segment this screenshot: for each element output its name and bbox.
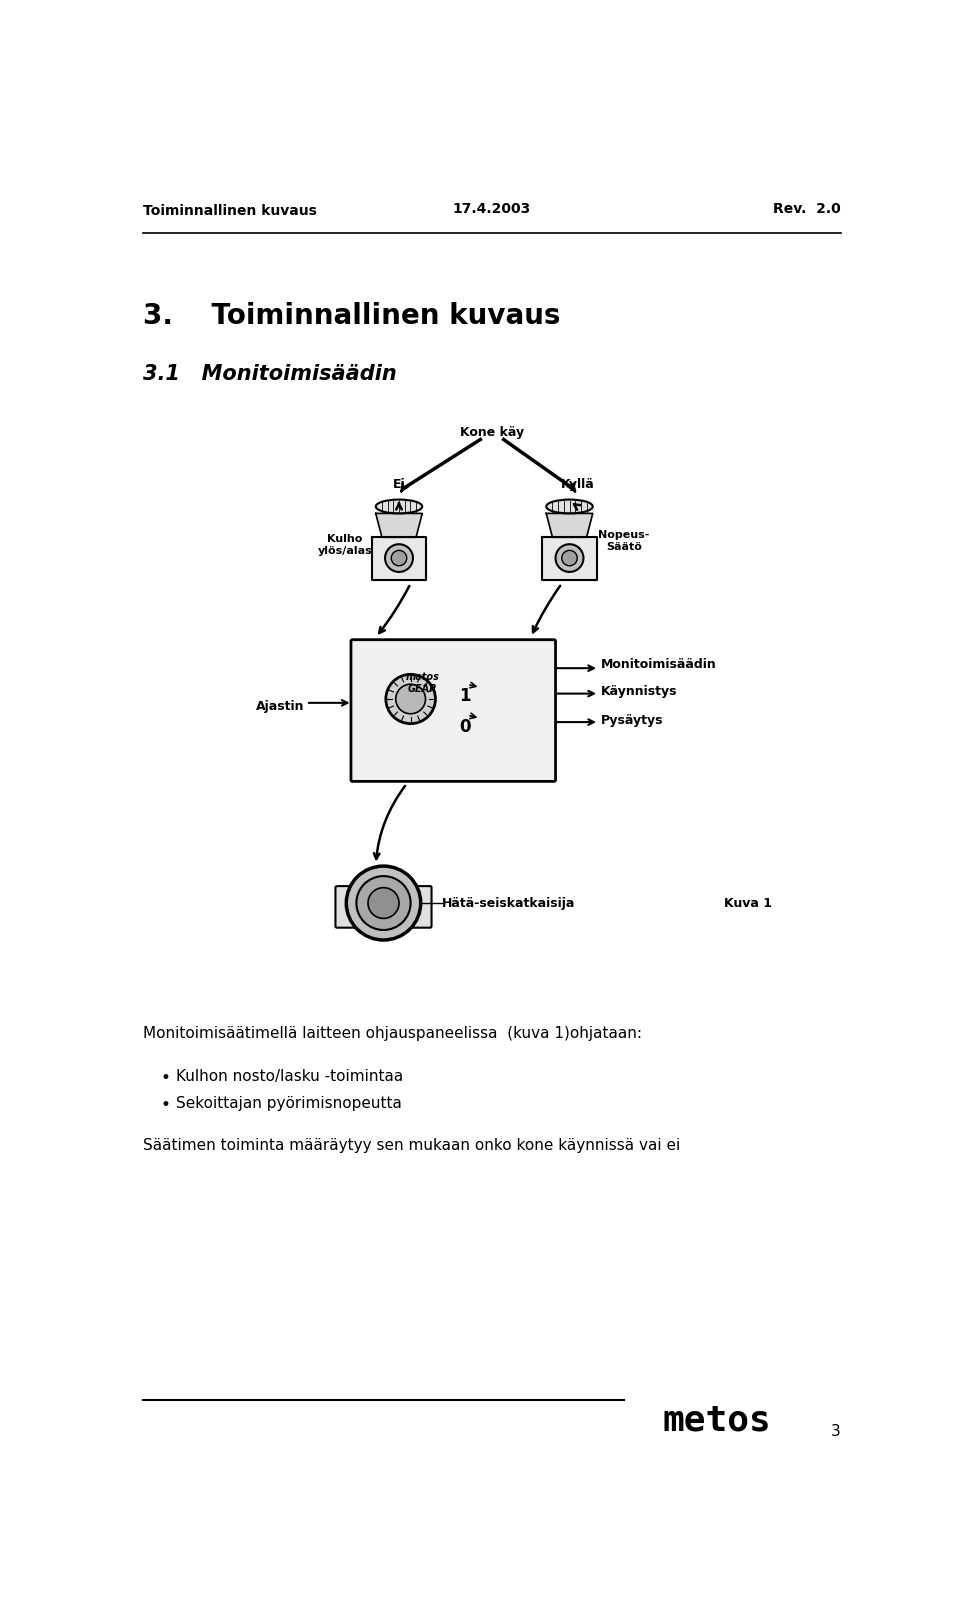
Text: 3.1   Monitoimisäädin: 3.1 Monitoimisäädin — [143, 363, 397, 384]
Text: Kulho
ylös/alas: Kulho ylös/alas — [318, 534, 372, 556]
Text: Käynnistys: Käynnistys — [601, 684, 677, 697]
Ellipse shape — [546, 500, 592, 514]
FancyBboxPatch shape — [351, 639, 556, 782]
FancyBboxPatch shape — [335, 886, 432, 928]
Text: Monitoimisäädin: Monitoimisäädin — [601, 659, 716, 672]
Text: Pysäytys: Pysäytys — [601, 714, 663, 727]
Text: metos
GEAR: metos GEAR — [405, 672, 439, 694]
Text: 17.4.2003: 17.4.2003 — [453, 203, 531, 216]
Text: Monitoimisäätimellä laitteen ohjauspaneelissa  (kuva 1)ohjataan:: Monitoimisäätimellä laitteen ohjauspanee… — [143, 1027, 642, 1041]
Text: Sekoittajan pyörimisnopeutta: Sekoittajan pyörimisnopeutta — [176, 1095, 401, 1111]
Text: •: • — [160, 1095, 170, 1114]
Text: Rev.  2.0: Rev. 2.0 — [773, 203, 841, 216]
Text: Kulhon nosto/lasku -toimintaa: Kulhon nosto/lasku -toimintaa — [176, 1069, 403, 1083]
Circle shape — [368, 887, 399, 918]
Polygon shape — [542, 537, 596, 579]
Polygon shape — [372, 537, 426, 579]
Text: Säätimen toiminta määräytyy sen mukaan onko kone käynnissä vai ei: Säätimen toiminta määräytyy sen mukaan o… — [143, 1139, 681, 1153]
Text: Hätä-seiskatkaisija: Hätä-seiskatkaisija — [442, 897, 575, 910]
Circle shape — [556, 545, 584, 573]
Circle shape — [392, 550, 407, 566]
Text: Toiminnallinen kuvaus: Toiminnallinen kuvaus — [143, 204, 317, 217]
Circle shape — [356, 876, 411, 929]
Circle shape — [386, 675, 436, 723]
Text: 1: 1 — [459, 688, 470, 706]
Text: Kyllä: Kyllä — [561, 478, 594, 491]
Text: Nopeus-
Säätö: Nopeus- Säätö — [598, 530, 649, 551]
Ellipse shape — [375, 500, 422, 514]
Polygon shape — [375, 514, 422, 537]
Circle shape — [396, 684, 425, 714]
Circle shape — [562, 550, 577, 566]
Polygon shape — [546, 514, 592, 537]
Text: Kuva 1: Kuva 1 — [725, 897, 773, 910]
Text: 0: 0 — [459, 719, 470, 736]
Text: 3.    Toiminnallinen kuvaus: 3. Toiminnallinen kuvaus — [143, 302, 561, 331]
Text: •: • — [160, 1069, 170, 1087]
Text: Ajastin: Ajastin — [255, 701, 304, 714]
Circle shape — [385, 545, 413, 573]
Circle shape — [347, 866, 420, 941]
Text: Ei: Ei — [393, 478, 405, 491]
Text: 3: 3 — [831, 1424, 841, 1439]
Text: metos: metos — [662, 1403, 771, 1437]
Text: Kone käy: Kone käy — [460, 425, 524, 438]
